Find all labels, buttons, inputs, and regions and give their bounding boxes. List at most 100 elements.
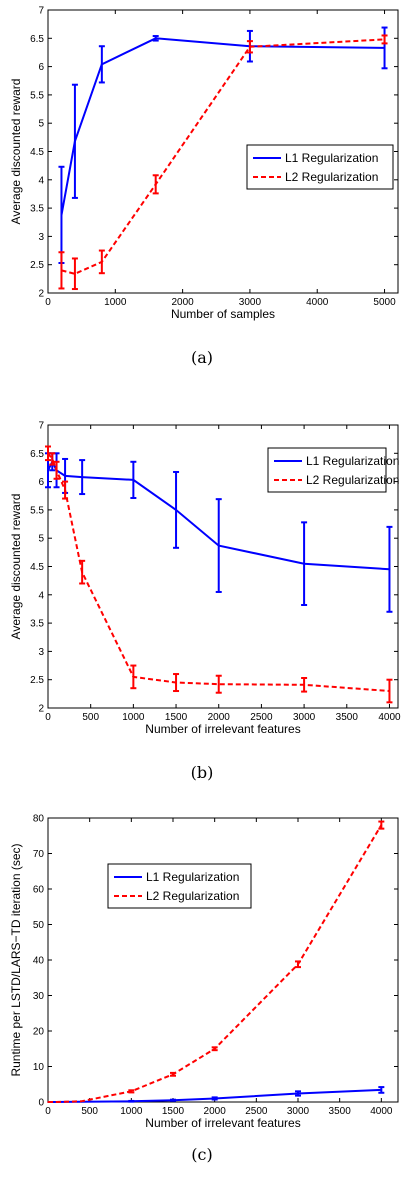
x-tick-label: 4000	[306, 297, 329, 308]
x-tick-label: 3000	[293, 712, 316, 723]
y-axis-label: Average discounted reward	[9, 494, 23, 640]
y-tick-label: 4	[38, 590, 44, 601]
x-tick-label: 0	[45, 712, 51, 723]
y-tick-label: 30	[33, 991, 45, 1002]
y-tick-label: 4.5	[30, 562, 44, 573]
legend-label: L1 Regularization	[285, 151, 378, 165]
legend-label: L1 Regularization	[146, 870, 239, 884]
x-tick-label: 1500	[162, 1106, 185, 1117]
data-point	[380, 1089, 383, 1091]
x-tick-label: 3500	[336, 712, 359, 723]
data-point	[101, 261, 103, 263]
legend-box	[107, 863, 252, 909]
chart-panel-a: 0 1000 2000 3000 4000 5000 2 2.5 3 3.5 4 4.5 5 5.5 6 6.…	[9, 6, 399, 367]
y-tick-label: 40	[33, 956, 45, 967]
data-point	[101, 63, 103, 66]
y-tick-label: 5	[38, 534, 44, 545]
legend-label: L2 Regularization	[285, 170, 378, 184]
data-point	[63, 1101, 66, 1103]
y-tick-label: 3	[38, 232, 44, 243]
x-tick-label: 4000	[378, 712, 401, 723]
x-tick-label: 500	[81, 1106, 98, 1117]
y-tick-label: 20	[33, 1027, 45, 1038]
data-point	[130, 1100, 133, 1103]
data-point	[172, 1099, 174, 1102]
y-axis-label: Average discounted reward	[9, 79, 23, 225]
data-point	[132, 479, 135, 481]
x-tick-label: 3000	[287, 1106, 310, 1117]
data-point	[388, 690, 391, 692]
series-line	[47, 452, 390, 692]
figure-caption: (b)	[191, 763, 214, 782]
x-tick-label: 2500	[245, 1106, 268, 1117]
x-tick-label: 0	[45, 1106, 51, 1117]
data-point	[213, 1097, 216, 1100]
chart-panel-b: 0 500 1000 1500 2000 2500 3000 3500 4000 2 2.5 3 3.5…	[9, 421, 401, 783]
data-point	[172, 1073, 174, 1076]
y-tick-label: 10	[33, 1062, 45, 1073]
x-tick-label: 3500	[329, 1106, 352, 1117]
data-point	[47, 1101, 49, 1103]
y-tick-label: 2.5	[30, 260, 44, 271]
data-point	[81, 476, 83, 478]
y-tick-label: 2	[38, 704, 44, 715]
y-tick-label: 4	[38, 175, 44, 186]
data-point	[383, 38, 386, 41]
figure-caption: (c)	[191, 1145, 212, 1164]
legend-label: L1 Regularization	[306, 454, 399, 468]
data-point	[175, 681, 177, 684]
y-tick-label: 7	[38, 421, 44, 432]
y-tick-label: 3.5	[30, 204, 44, 215]
y-tick-label: 6.5	[30, 34, 44, 45]
chart-panel-c: 0 500 1000 1500 2000 2500 3000 3500 4000 0 10 20 30 4…	[9, 814, 399, 1164]
y-tick-label: 50	[33, 920, 45, 931]
data-point	[297, 963, 299, 966]
y-tick-label: 2	[38, 289, 44, 300]
y-tick-label: 70	[33, 849, 45, 860]
data-point	[74, 272, 76, 275]
data-point	[213, 1047, 216, 1050]
legend-label: L2 Regularization	[306, 473, 399, 487]
data-point	[303, 562, 305, 565]
x-tick-label: 1000	[120, 1106, 143, 1117]
series-2	[45, 445, 393, 704]
y-tick-label: 0	[38, 1098, 44, 1109]
x-tick-label: 500	[82, 712, 99, 723]
data-point	[51, 458, 54, 460]
y-tick-label: 6	[38, 62, 44, 73]
data-point	[60, 214, 63, 216]
x-tick-label: 2000	[171, 297, 194, 308]
data-point	[297, 1092, 299, 1095]
x-axis-label: Number of irrelevant features	[145, 722, 300, 736]
legend-label: L2 Regularization	[146, 889, 239, 903]
y-tick-label: 3	[38, 647, 44, 658]
x-tick-label: 3000	[239, 297, 262, 308]
x-tick-label: 1500	[165, 712, 188, 723]
data-point	[130, 1090, 133, 1093]
data-point	[154, 183, 157, 186]
series-line	[61, 38, 385, 275]
x-tick-label: 5000	[373, 297, 396, 308]
series-1	[45, 452, 393, 613]
data-point	[81, 571, 83, 573]
data-point	[380, 824, 383, 826]
x-tick-label: 2000	[208, 712, 231, 723]
data-point	[217, 544, 220, 547]
series-line	[60, 37, 385, 216]
series-2	[47, 820, 385, 1103]
x-tick-label: 0	[45, 297, 51, 308]
y-tick-label: 7	[38, 6, 44, 17]
y-tick-label: 60	[33, 885, 45, 896]
series-line	[48, 824, 383, 1103]
series-line	[48, 1088, 382, 1103]
data-point	[249, 45, 251, 48]
x-axis-label: Number of samples	[171, 307, 275, 321]
x-tick-label: 4000	[370, 1106, 393, 1117]
y-tick-label: 80	[33, 814, 45, 825]
y-tick-label: 6	[38, 477, 44, 488]
series-2	[58, 34, 388, 291]
data-point	[47, 452, 49, 455]
plot-frame	[47, 817, 399, 1103]
y-tick-label: 2.5	[30, 675, 44, 686]
data-point	[60, 269, 63, 272]
